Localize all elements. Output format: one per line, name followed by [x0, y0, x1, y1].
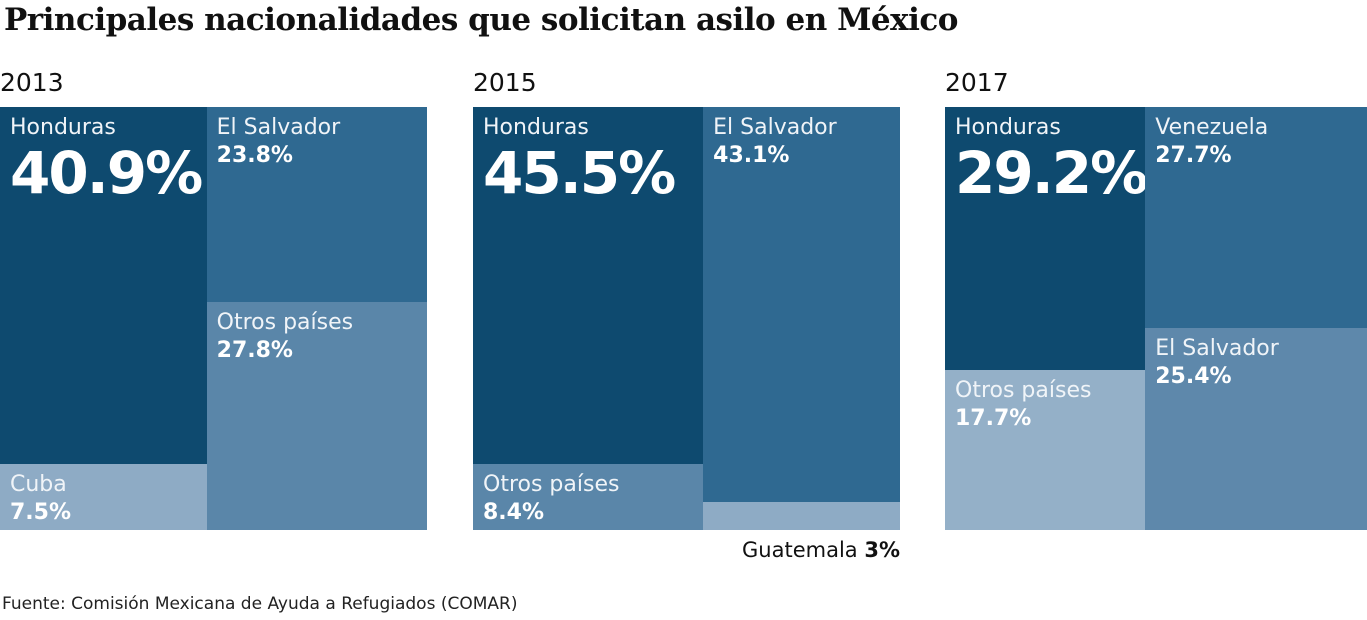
treemap-cell: Otros países 17.7%: [945, 370, 1146, 530]
category-label: Guatemala: [742, 538, 858, 562]
category-label: Honduras: [955, 115, 1061, 140]
value-label: 29.2%: [955, 139, 1146, 207]
chart-title: Principales nacionalidades que solicitan…: [4, 2, 958, 38]
treemap-cell: Otros países 8.4%: [473, 464, 704, 530]
category-label: El Salvador: [216, 115, 341, 140]
value-label: 25.4%: [1155, 363, 1232, 389]
value-label: 27.7%: [1155, 143, 1232, 168]
value-label: 8.4%: [483, 500, 545, 526]
value-label: 43.1%: [713, 143, 790, 168]
value-label: 7.5%: [10, 500, 72, 526]
treemap-cell: Cuba 7.5%: [0, 464, 207, 530]
outside-label: Guatemala 3%: [473, 535, 900, 565]
category-label: Honduras: [10, 115, 116, 140]
treemap-cell: El Salvador 23.8%: [206, 107, 427, 303]
category-label: Cuba: [10, 472, 67, 498]
category-label: El Salvador: [1155, 335, 1279, 361]
treemap-cell: Honduras 40.9%: [0, 107, 207, 465]
category-label: Otros países: [955, 378, 1092, 404]
panel-year: 2017: [945, 68, 1009, 97]
value-label: 23.8%: [216, 143, 293, 168]
panel-year: 2013: [0, 68, 64, 97]
category-label: Honduras: [483, 115, 589, 140]
category-label: Otros países: [483, 472, 620, 498]
treemap-cell: El Salvador 43.1%: [703, 107, 900, 503]
treemap-panel: Honduras 29.2% Otros países 17.7% Venezuela 2…: [945, 107, 1367, 530]
treemap-cell: Honduras 45.5%: [473, 107, 704, 465]
treemap-panel: Honduras 40.9% Cuba 7.5% El Salvador 23.8% Otr…: [0, 107, 427, 530]
category-label: Otros países: [216, 310, 354, 336]
value-label: 3%: [864, 538, 900, 562]
treemap-cell: El Salvador 25.4%: [1145, 327, 1367, 530]
panel-year: 2015: [473, 68, 537, 97]
category-label: Venezuela: [1155, 115, 1269, 140]
value-label: 40.9%: [10, 139, 203, 207]
treemap-panel: Honduras 45.5% Otros países 8.4% El Salvador…: [473, 107, 900, 530]
category-label: El Salvador: [713, 115, 837, 140]
source: Fuente: Comisión Mexicana de Ayuda a Ref…: [2, 594, 518, 614]
treemap-cell: Otros países 27.8%: [206, 302, 427, 530]
value-label: 27.8%: [216, 338, 293, 364]
treemap-cell: Honduras 29.2%: [945, 107, 1146, 371]
treemap-cell: [703, 502, 900, 530]
value-label: 45.5%: [483, 139, 676, 207]
value-label: 17.7%: [955, 406, 1032, 432]
treemap-cell: Venezuela 27.7%: [1145, 107, 1367, 328]
